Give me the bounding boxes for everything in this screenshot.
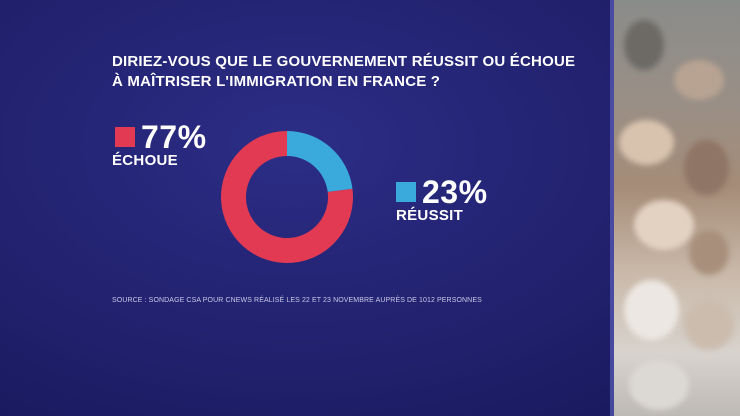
legend-reussit-label: RÉUSSIT <box>396 207 464 224</box>
donut-slice-echoue <box>221 131 353 263</box>
legend-reussit: 23% <box>396 176 488 208</box>
question-title: DIRIEZ-VOUS QUE LE GOUVERNEMENT RÉUSSIT … <box>112 52 592 92</box>
source-note: SOURCE : SONDAGE CSA POUR CNEWS RÉALISÉ … <box>112 297 482 304</box>
legend-echoue: 77% <box>115 121 207 153</box>
divider-bar <box>610 0 614 416</box>
legend-reussit-value: 23% <box>422 174 488 210</box>
crowd-photo <box>614 0 740 416</box>
donut-slice-reussit <box>287 131 353 192</box>
question-line-2: À MAÎTRISER L'IMMIGRATION EN FRANCE ? <box>112 73 441 90</box>
question-line-1: DIRIEZ-VOUS QUE LE GOUVERNEMENT RÉUSSIT … <box>112 53 576 70</box>
legend-echoue-value: 77% <box>141 119 207 155</box>
legend-reussit-swatch <box>396 182 416 202</box>
legend-echoue-label: ÉCHOUE <box>112 152 178 169</box>
legend-echoue-swatch <box>115 127 135 147</box>
